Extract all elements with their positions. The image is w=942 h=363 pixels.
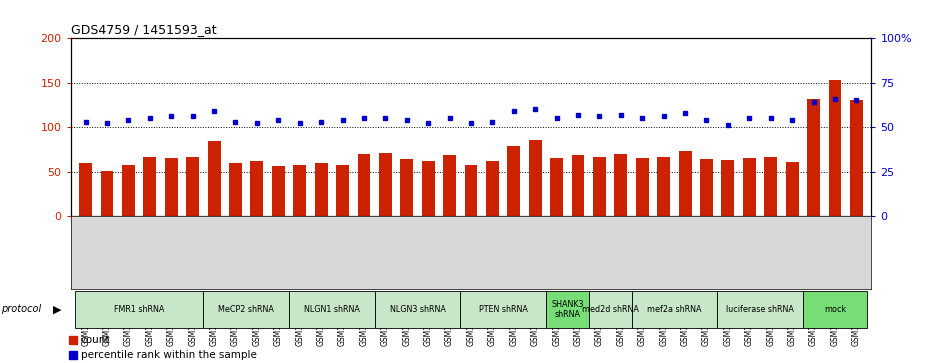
Bar bbox=[379, 153, 392, 216]
Bar bbox=[251, 161, 264, 216]
Bar bbox=[850, 101, 863, 216]
Bar bbox=[101, 171, 113, 216]
Bar bbox=[508, 146, 520, 216]
Text: med2d shRNA: med2d shRNA bbox=[582, 305, 639, 314]
Text: count: count bbox=[81, 335, 110, 345]
Bar bbox=[572, 155, 584, 216]
Text: SHANK3
shRNA: SHANK3 shRNA bbox=[551, 300, 584, 319]
Bar bbox=[293, 165, 306, 216]
Bar bbox=[658, 157, 670, 216]
FancyBboxPatch shape bbox=[589, 291, 631, 328]
Bar bbox=[807, 99, 820, 216]
Bar bbox=[165, 158, 178, 216]
Text: NLGN3 shRNA: NLGN3 shRNA bbox=[390, 305, 446, 314]
Bar bbox=[700, 159, 713, 216]
FancyBboxPatch shape bbox=[803, 291, 867, 328]
Bar bbox=[550, 158, 563, 216]
FancyBboxPatch shape bbox=[546, 291, 589, 328]
FancyBboxPatch shape bbox=[75, 291, 203, 328]
Bar bbox=[272, 166, 284, 216]
Bar bbox=[528, 140, 542, 216]
Bar bbox=[187, 157, 199, 216]
Bar bbox=[764, 157, 777, 216]
Text: FMR1 shRNA: FMR1 shRNA bbox=[114, 305, 164, 314]
Text: luciferase shRNA: luciferase shRNA bbox=[726, 305, 794, 314]
Bar bbox=[358, 154, 370, 216]
Bar bbox=[786, 162, 799, 216]
Bar bbox=[486, 161, 499, 216]
Text: percentile rank within the sample: percentile rank within the sample bbox=[81, 350, 256, 360]
Bar bbox=[593, 157, 606, 216]
Bar bbox=[400, 159, 414, 216]
FancyBboxPatch shape bbox=[631, 291, 717, 328]
Bar bbox=[422, 161, 434, 216]
Text: mock: mock bbox=[824, 305, 846, 314]
Text: GDS4759 / 1451593_at: GDS4759 / 1451593_at bbox=[71, 23, 217, 36]
Bar bbox=[722, 160, 735, 216]
Text: PTEN shRNA: PTEN shRNA bbox=[479, 305, 528, 314]
Text: NLGN1 shRNA: NLGN1 shRNA bbox=[304, 305, 360, 314]
Bar bbox=[143, 157, 156, 216]
Bar bbox=[229, 163, 242, 216]
Text: ▶: ▶ bbox=[53, 305, 61, 314]
FancyBboxPatch shape bbox=[203, 291, 289, 328]
Bar bbox=[614, 154, 627, 216]
Bar bbox=[79, 163, 92, 216]
FancyBboxPatch shape bbox=[461, 291, 546, 328]
Bar bbox=[636, 158, 649, 216]
Bar bbox=[464, 165, 478, 216]
FancyBboxPatch shape bbox=[717, 291, 803, 328]
Bar bbox=[443, 155, 456, 216]
Bar bbox=[122, 165, 135, 216]
FancyBboxPatch shape bbox=[289, 291, 375, 328]
Text: MeCP2 shRNA: MeCP2 shRNA bbox=[219, 305, 274, 314]
Bar bbox=[207, 141, 220, 216]
Bar bbox=[678, 151, 691, 216]
Bar bbox=[829, 80, 841, 216]
FancyBboxPatch shape bbox=[375, 291, 461, 328]
Text: mef2a shRNA: mef2a shRNA bbox=[647, 305, 702, 314]
Bar bbox=[743, 158, 755, 216]
Text: protocol: protocol bbox=[1, 305, 41, 314]
Bar bbox=[315, 163, 328, 216]
Bar bbox=[336, 165, 349, 216]
